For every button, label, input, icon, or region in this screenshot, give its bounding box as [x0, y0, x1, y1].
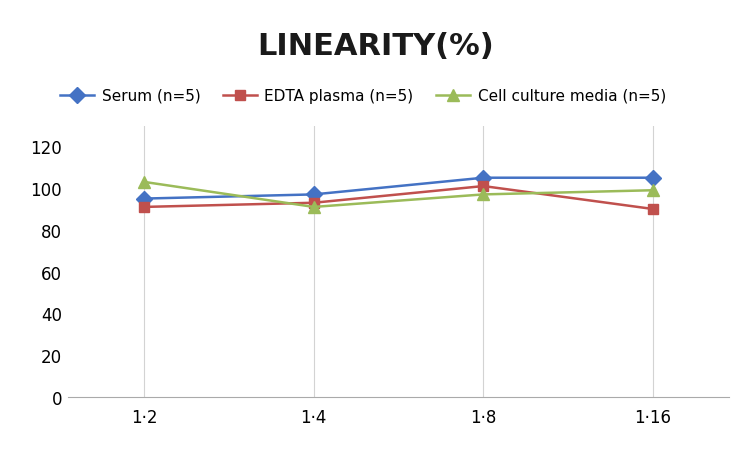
Line: EDTA plasma (n=5): EDTA plasma (n=5) [139, 182, 658, 214]
EDTA plasma (n=5) [140, 205, 149, 210]
Line: Serum (n=5): Serum (n=5) [138, 173, 659, 205]
Cell culture media (n=5) [309, 205, 318, 210]
Serum (n=5) [309, 192, 318, 198]
Cell culture media (n=5) [479, 192, 488, 198]
EDTA plasma (n=5) [479, 184, 488, 189]
EDTA plasma (n=5) [309, 201, 318, 206]
Serum (n=5) [140, 197, 149, 202]
Cell culture media (n=5) [140, 180, 149, 185]
Cell culture media (n=5) [648, 188, 657, 193]
Legend: Serum (n=5), EDTA plasma (n=5), Cell culture media (n=5): Serum (n=5), EDTA plasma (n=5), Cell cul… [60, 89, 666, 104]
Serum (n=5) [648, 175, 657, 181]
Line: Cell culture media (n=5): Cell culture media (n=5) [138, 176, 660, 214]
Text: LINEARITY(%): LINEARITY(%) [258, 32, 494, 60]
Serum (n=5) [479, 175, 488, 181]
EDTA plasma (n=5) [648, 207, 657, 212]
